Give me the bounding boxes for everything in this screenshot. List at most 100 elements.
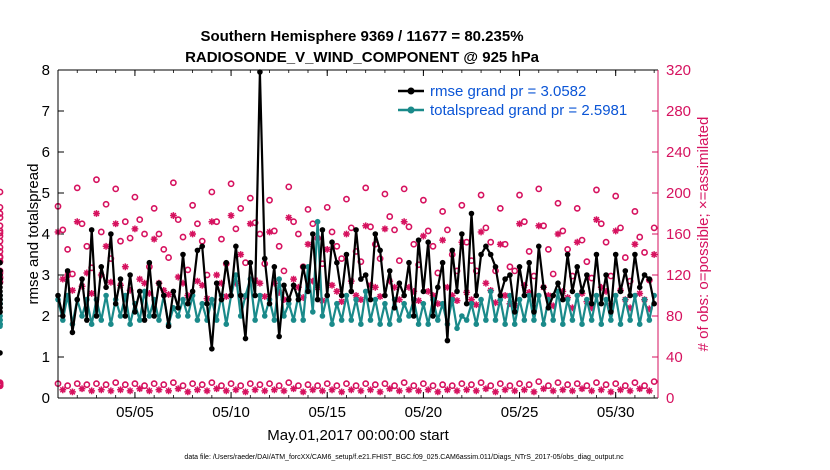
rmse-point [545,305,552,311]
possible-point [97,228,105,236]
totalspread-point [329,321,335,328]
possible-point [612,192,620,200]
plot-area [58,70,658,398]
assimilated-point [544,292,552,299]
rmse-point [483,243,489,250]
assimilated-point [189,230,197,238]
legend-spread-label: totalspread grand pr = 2.5981 [430,102,627,119]
assimilated_low-point [530,388,538,396]
possible-point [641,249,648,256]
totalspread-point [627,317,633,323]
assimilated-point [107,278,115,286]
possible_low-point [448,382,456,390]
rmse-point [0,350,3,356]
possible_low-point [314,382,322,390]
assimilated_low-point [386,385,394,393]
assimilated-point [160,286,168,294]
possible-point [554,199,562,207]
possible-point [559,227,567,235]
possible_low-point [468,381,475,389]
possible_low-point [535,378,543,385]
assimilated_low-point [270,386,278,394]
assimilated-point [338,298,346,306]
rmse-point [622,268,629,274]
x-tick-label: 05/05 [116,404,154,421]
assimilated_low-point [145,387,153,395]
rmse-point [112,300,119,307]
rmse-point [391,305,398,311]
assimilated-point [516,220,523,228]
possible-point [169,179,177,187]
rmse-point [608,309,614,315]
possible_low-point [0,382,4,390]
totalspread-point [502,321,508,328]
possible_low-point [218,382,225,390]
totalspread-point [319,313,326,319]
possible-point [237,204,245,212]
rmse-point [60,313,66,319]
assimilated_low-point [174,385,182,393]
rmse-point [555,280,561,287]
totalspread-point [358,321,364,328]
assimilated_low-point [607,388,615,396]
totalspread-point [108,321,114,328]
totalspread-point [209,296,215,303]
rmse-point [199,243,206,250]
rmse-point [165,323,172,330]
rmse-point [189,288,196,295]
assimilated-point [573,238,581,246]
possible-point [477,191,485,199]
rmse-point [636,284,643,291]
rmse-point [531,309,537,315]
assimilated-point [169,212,177,219]
rmse-point [502,276,508,282]
assimilated-point [237,251,245,258]
assimilated_low-point [69,388,76,396]
assimilated_low-point [482,385,490,393]
rmse-point [261,255,268,262]
possible_low-point [602,381,610,389]
possible_low-point [564,381,572,389]
totalspread-point [136,317,143,323]
totalspread-point [98,317,105,323]
assimilated-point [549,302,557,310]
x-tick-label: 05/10 [212,404,250,421]
rmse-point [560,296,566,303]
assimilated-point [102,242,110,250]
possible-point [246,194,254,202]
totalspread-point [425,321,431,328]
rmse-point [646,276,653,282]
assimilated-point [554,230,562,238]
y-tick-label: 8 [42,62,50,79]
possible-point [636,233,644,241]
possible-point [549,270,557,278]
totalspread-point [146,313,153,319]
assimilated_low-point [444,386,451,394]
rmse-point [122,313,129,319]
rmse-point [487,251,494,258]
rmse-point [449,247,456,254]
rmse-point [478,251,484,258]
possible_low-point [266,380,273,388]
possible-point [405,223,413,231]
x-tick-label: 05/20 [405,404,443,421]
possible-point [496,204,504,212]
possible-point [395,257,403,265]
possible-point [0,254,4,261]
possible-point [439,208,447,215]
assimilated_low-point [328,386,336,394]
possible_low-point [198,381,206,389]
possible-point [583,258,591,266]
assimilated-point [290,275,297,283]
assimilated-point [593,216,600,224]
possible_low-point [516,380,523,388]
totalspread-point [598,321,605,328]
rmse-point [108,231,114,237]
rmse-point [185,300,191,307]
assimilated_low-point [319,387,326,395]
rmse-point [468,210,475,217]
rmse-point [343,251,350,258]
rmse-point [0,305,3,311]
assimilated_low-point [472,387,480,395]
possible-point [126,234,134,242]
